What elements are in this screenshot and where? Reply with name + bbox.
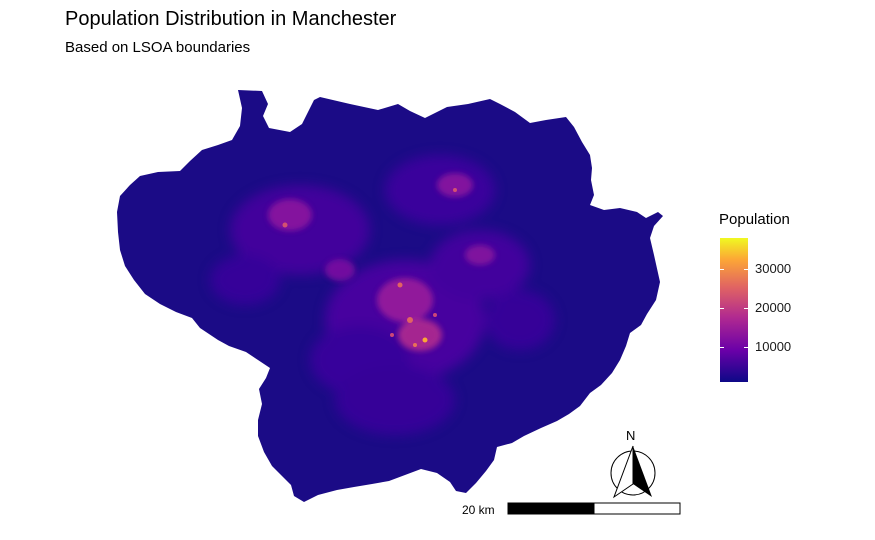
north-label: N bbox=[626, 428, 636, 443]
scale-bar bbox=[507, 502, 681, 515]
population-density-layer bbox=[210, 155, 555, 435]
scale-bar-label: 20 km bbox=[462, 503, 495, 517]
legend-tick bbox=[720, 308, 748, 310]
legend-title: Population bbox=[719, 211, 790, 228]
legend-tick-label: 20000 bbox=[755, 300, 792, 316]
legend-tick-label: 30000 bbox=[755, 261, 792, 277]
legend-tick bbox=[720, 346, 748, 348]
map-title: Population Distribution in Manchester bbox=[65, 8, 397, 30]
legend-tick bbox=[720, 269, 748, 271]
north-arrow-icon bbox=[610, 445, 656, 499]
map-subtitle: Based on LSOA boundaries bbox=[65, 39, 251, 56]
legend-tick-label: 10000 bbox=[755, 338, 792, 354]
legend-color-bar bbox=[720, 238, 748, 382]
